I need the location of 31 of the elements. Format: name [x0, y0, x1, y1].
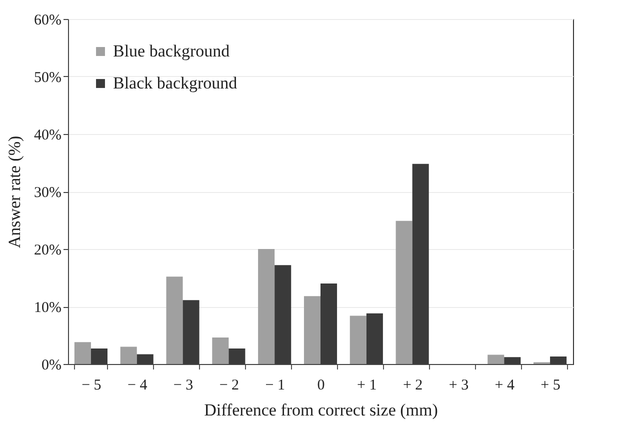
x-tick-label: + 4: [494, 378, 515, 394]
x-tick-label: + 2: [402, 378, 423, 394]
y-tick-label: 0%: [42, 358, 62, 374]
y-tick-label: 20%: [34, 242, 62, 258]
x-tick-label: − 1: [265, 378, 285, 394]
y-tick-label: 40%: [34, 128, 62, 144]
bar: [488, 354, 504, 364]
y-tick-label: 10%: [34, 300, 62, 316]
bar: [212, 338, 229, 364]
x-tick-label: + 3: [448, 378, 469, 394]
bar: [396, 220, 412, 364]
bar: [258, 249, 275, 364]
y-tick-label: 60%: [34, 12, 62, 28]
x-tick-label: + 5: [540, 378, 560, 394]
bar: [120, 346, 137, 364]
bar: [304, 296, 320, 364]
legend-label: Black background: [113, 74, 238, 92]
x-tick-label: 0: [317, 378, 325, 394]
x-axis-title: Difference from correct size (mm): [204, 400, 438, 420]
bar: [74, 342, 91, 364]
legend-label: Blue background: [113, 42, 230, 60]
x-tick-label: − 3: [173, 378, 194, 394]
x-tick-label: − 2: [219, 378, 240, 394]
x-tick-label: − 5: [82, 378, 102, 394]
x-tick-label: + 1: [357, 378, 377, 394]
bar: [166, 276, 183, 364]
y-tick-label: 50%: [34, 70, 62, 86]
bar: [350, 316, 366, 364]
x-tick-label: − 4: [128, 378, 148, 394]
y-tick-label: 30%: [34, 185, 62, 201]
y-axis-title: Answer rate (%): [5, 136, 24, 248]
